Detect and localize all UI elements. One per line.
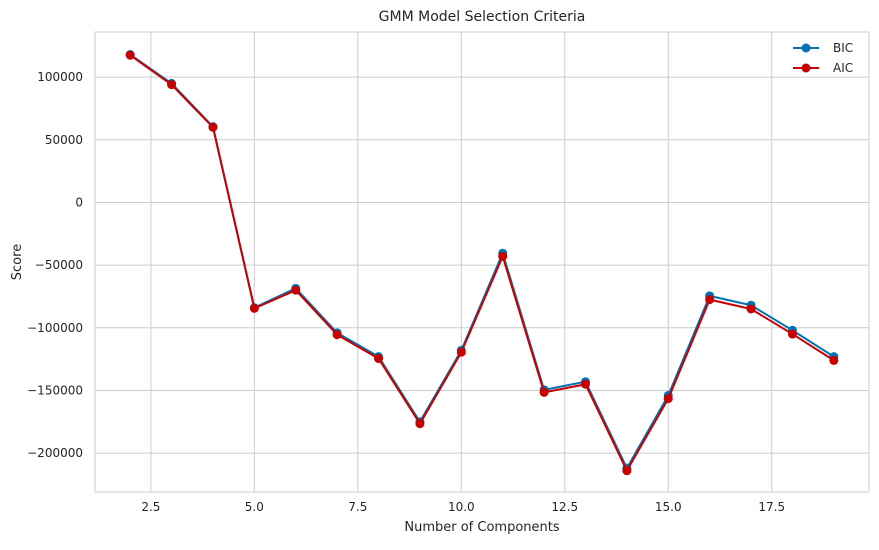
data-point-aic: [829, 355, 839, 365]
data-point-aic: [787, 329, 797, 339]
data-point-aic: [705, 295, 715, 305]
data-point-aic: [208, 122, 218, 132]
legend: BIC AIC: [793, 41, 853, 75]
data-point-aic: [580, 379, 590, 389]
legend-item-aic: AIC: [793, 61, 853, 75]
data-point-aic: [746, 304, 756, 314]
data-point-aic: [456, 347, 466, 357]
y-tick-label: 50000: [45, 133, 83, 147]
data-point-aic: [249, 303, 259, 313]
y-axis-label: Score: [10, 244, 25, 280]
legend-label: BIC: [833, 41, 853, 55]
data-point-aic: [539, 387, 549, 397]
x-tick-label: 15.0: [655, 500, 682, 514]
x-axis-label: Number of Components: [404, 520, 559, 535]
series-layer: [125, 50, 839, 476]
x-tick-label: 10.0: [448, 500, 475, 514]
data-point-aic: [498, 251, 508, 261]
data-point-aic: [374, 354, 384, 364]
legend-marker: [801, 63, 811, 73]
series-aic: [125, 50, 839, 476]
y-tick-label: 0: [75, 195, 83, 209]
data-point-aic: [332, 330, 342, 340]
y-tick-label: 100000: [37, 70, 83, 84]
grid: [95, 32, 869, 492]
data-point-aic: [167, 80, 177, 90]
x-tick-label: 17.5: [758, 500, 785, 514]
data-point-aic: [663, 394, 673, 404]
legend-label: AIC: [833, 61, 853, 75]
legend-marker: [801, 43, 811, 53]
plot-background: [95, 32, 869, 492]
y-tick-labels: 100000 50000 0 −50000 −100000 −150000 −200000: [27, 70, 83, 460]
x-tick-label: 2.5: [141, 500, 160, 514]
y-tick-label: −200000: [27, 446, 83, 460]
plot-frame: [94, 31, 870, 493]
series-line-aic: [129, 54, 835, 472]
data-point-aic: [125, 50, 135, 60]
data-point-aic: [415, 419, 425, 429]
y-tick-label: −150000: [27, 383, 83, 397]
y-tick-label: −100000: [27, 321, 83, 335]
y-tick-label: −50000: [35, 258, 83, 272]
x-tick-label: 7.5: [348, 500, 367, 514]
x-tick-label: 5.0: [245, 500, 264, 514]
chart-title: GMM Model Selection Criteria: [379, 9, 586, 25]
data-point-aic: [622, 466, 632, 476]
data-point-aic: [291, 285, 301, 295]
x-tick-label: 12.5: [551, 500, 578, 514]
x-tick-labels: 2.5 5.0 7.5 10.0 12.5 15.0 17.5: [141, 500, 785, 514]
legend-item-bic: BIC: [793, 41, 853, 55]
